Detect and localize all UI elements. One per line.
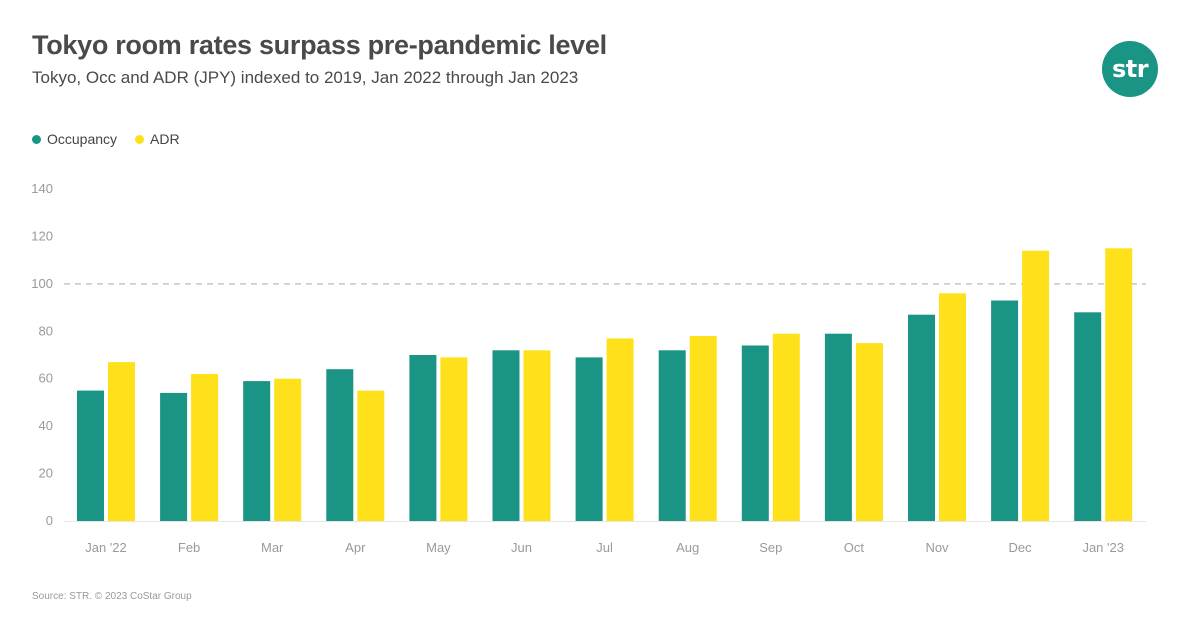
bar-occupancy-2 [243, 381, 271, 521]
bar-adr-10 [939, 293, 966, 521]
x-tick-label-6: Jul [596, 540, 613, 555]
chart-title: Tokyo room rates surpass pre-pandemic le… [32, 30, 607, 60]
bar-occupancy-6 [575, 357, 603, 521]
bar-adr-9 [855, 343, 883, 521]
bar-adr-11 [1022, 250, 1050, 521]
x-tick-label-12: Jan '23 [1082, 540, 1124, 555]
y-tick-label-40: 40 [39, 418, 53, 433]
legend-label-occupancy: Occupancy [47, 131, 118, 147]
y-tick-label-120: 120 [31, 228, 53, 243]
y-tick-label-60: 60 [39, 371, 53, 386]
bar-adr-2 [274, 378, 302, 521]
x-tick-label-1: Feb [178, 540, 200, 555]
x-tick-label-11: Dec [1009, 540, 1033, 555]
x-tick-label-4: May [426, 540, 451, 555]
bar-adr-4 [440, 357, 468, 521]
x-tick-label-10: Nov [925, 540, 949, 555]
bar-adr-3 [357, 390, 385, 521]
x-tick-label-8: Sep [759, 540, 782, 555]
source-note: Source: STR. © 2023 CoStar Group [32, 591, 192, 602]
bar-adr-6 [606, 338, 634, 521]
bar-occupancy-5 [492, 350, 520, 521]
legend: Occupancy ADR [32, 131, 180, 147]
legend-swatch-adr [135, 134, 145, 144]
legend-swatch-occupancy [32, 134, 41, 144]
x-tick-label-0: Jan '22 [85, 540, 127, 555]
legend-label-adr: ADR [150, 131, 180, 147]
bar-occupancy-4 [409, 355, 437, 521]
x-tick-label-7: Aug [676, 540, 699, 555]
chart-subtitle: Tokyo, Occ and ADR (JPY) indexed to 2019… [32, 68, 579, 87]
bar-occupancy-3 [326, 369, 354, 521]
bar-occupancy-0 [77, 390, 104, 521]
bar-occupancy-9 [824, 333, 852, 521]
x-tick-label-2: Mar [261, 540, 284, 555]
legend-item-adr: ADR [135, 131, 180, 147]
legend-item-occupancy: Occupancy [32, 131, 117, 147]
bar-adr-8 [772, 333, 800, 521]
x-tick-label-5: Jun [511, 540, 532, 555]
bar-occupancy-12 [1074, 312, 1102, 521]
y-tick-label-20: 20 [39, 466, 53, 481]
bar-occupancy-8 [741, 345, 769, 521]
y-tick-label-140: 140 [31, 181, 53, 196]
bar-occupancy-7 [658, 350, 686, 521]
bar-adr-1 [191, 374, 219, 521]
y-tick-label-100: 100 [31, 276, 53, 291]
bar-adr-12 [1105, 248, 1133, 522]
x-tick-label-9: Oct [844, 540, 865, 555]
y-tick-label-0: 0 [46, 513, 53, 528]
bar-occupancy-1 [160, 392, 188, 521]
bar-occupancy-11 [991, 300, 1019, 521]
x-tick-label-3: Apr [345, 540, 366, 555]
logo-text: str [1111, 55, 1149, 83]
str-logo: str [1102, 41, 1158, 97]
bar-adr-0 [108, 362, 135, 521]
bar-adr-7 [689, 336, 717, 521]
y-tick-label-80: 80 [39, 323, 53, 338]
bar-adr-5 [523, 350, 551, 521]
bar-occupancy-10 [908, 314, 935, 521]
